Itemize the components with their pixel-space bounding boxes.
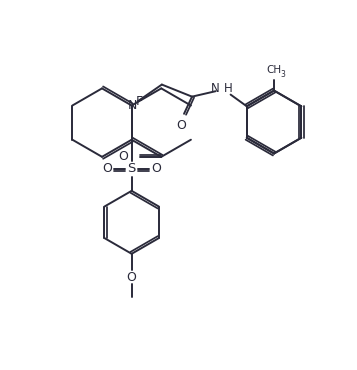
Text: F: F [136,95,143,108]
Text: S: S [127,162,136,175]
Text: 3: 3 [281,70,285,78]
Text: N: N [128,99,137,112]
Text: H: H [224,82,233,95]
Text: CH: CH [266,65,282,75]
Text: O: O [151,162,161,175]
Text: O: O [176,119,186,132]
Text: O: O [127,270,137,284]
Text: O: O [102,162,112,175]
Text: O: O [119,150,128,163]
Text: N: N [211,82,220,95]
